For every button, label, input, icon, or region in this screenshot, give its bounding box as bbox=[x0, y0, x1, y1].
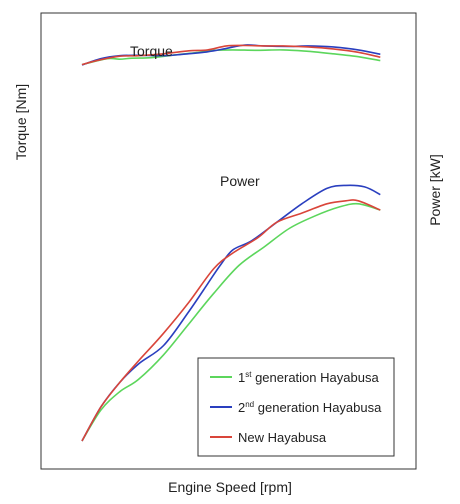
torque-line-series-1 bbox=[81, 49, 381, 66]
power-line-series-3 bbox=[81, 199, 381, 442]
torque-curves bbox=[81, 44, 381, 66]
power-curves bbox=[81, 184, 381, 442]
torque-line-series-3 bbox=[81, 44, 381, 66]
legend-label-1: 1st generation Hayabusa bbox=[238, 370, 379, 385]
legend: 1st generation Hayabusa 2nd generation Ha… bbox=[197, 357, 395, 457]
y-axis-label-right: Power [kW] bbox=[427, 154, 443, 226]
power-line-series-1 bbox=[81, 202, 381, 442]
torque-annotation: Torque bbox=[130, 43, 173, 59]
legend-label-3: New Hayabusa bbox=[238, 430, 327, 445]
torque-line-series-2 bbox=[81, 44, 381, 66]
y-axis-label-left: Torque [Nm] bbox=[13, 84, 29, 160]
x-axis-label: Engine Speed [rpm] bbox=[168, 479, 292, 495]
legend-label-2: 2nd generation Hayabusa bbox=[238, 400, 382, 415]
plot-frame bbox=[40, 12, 417, 470]
power-annotation: Power bbox=[220, 173, 260, 189]
